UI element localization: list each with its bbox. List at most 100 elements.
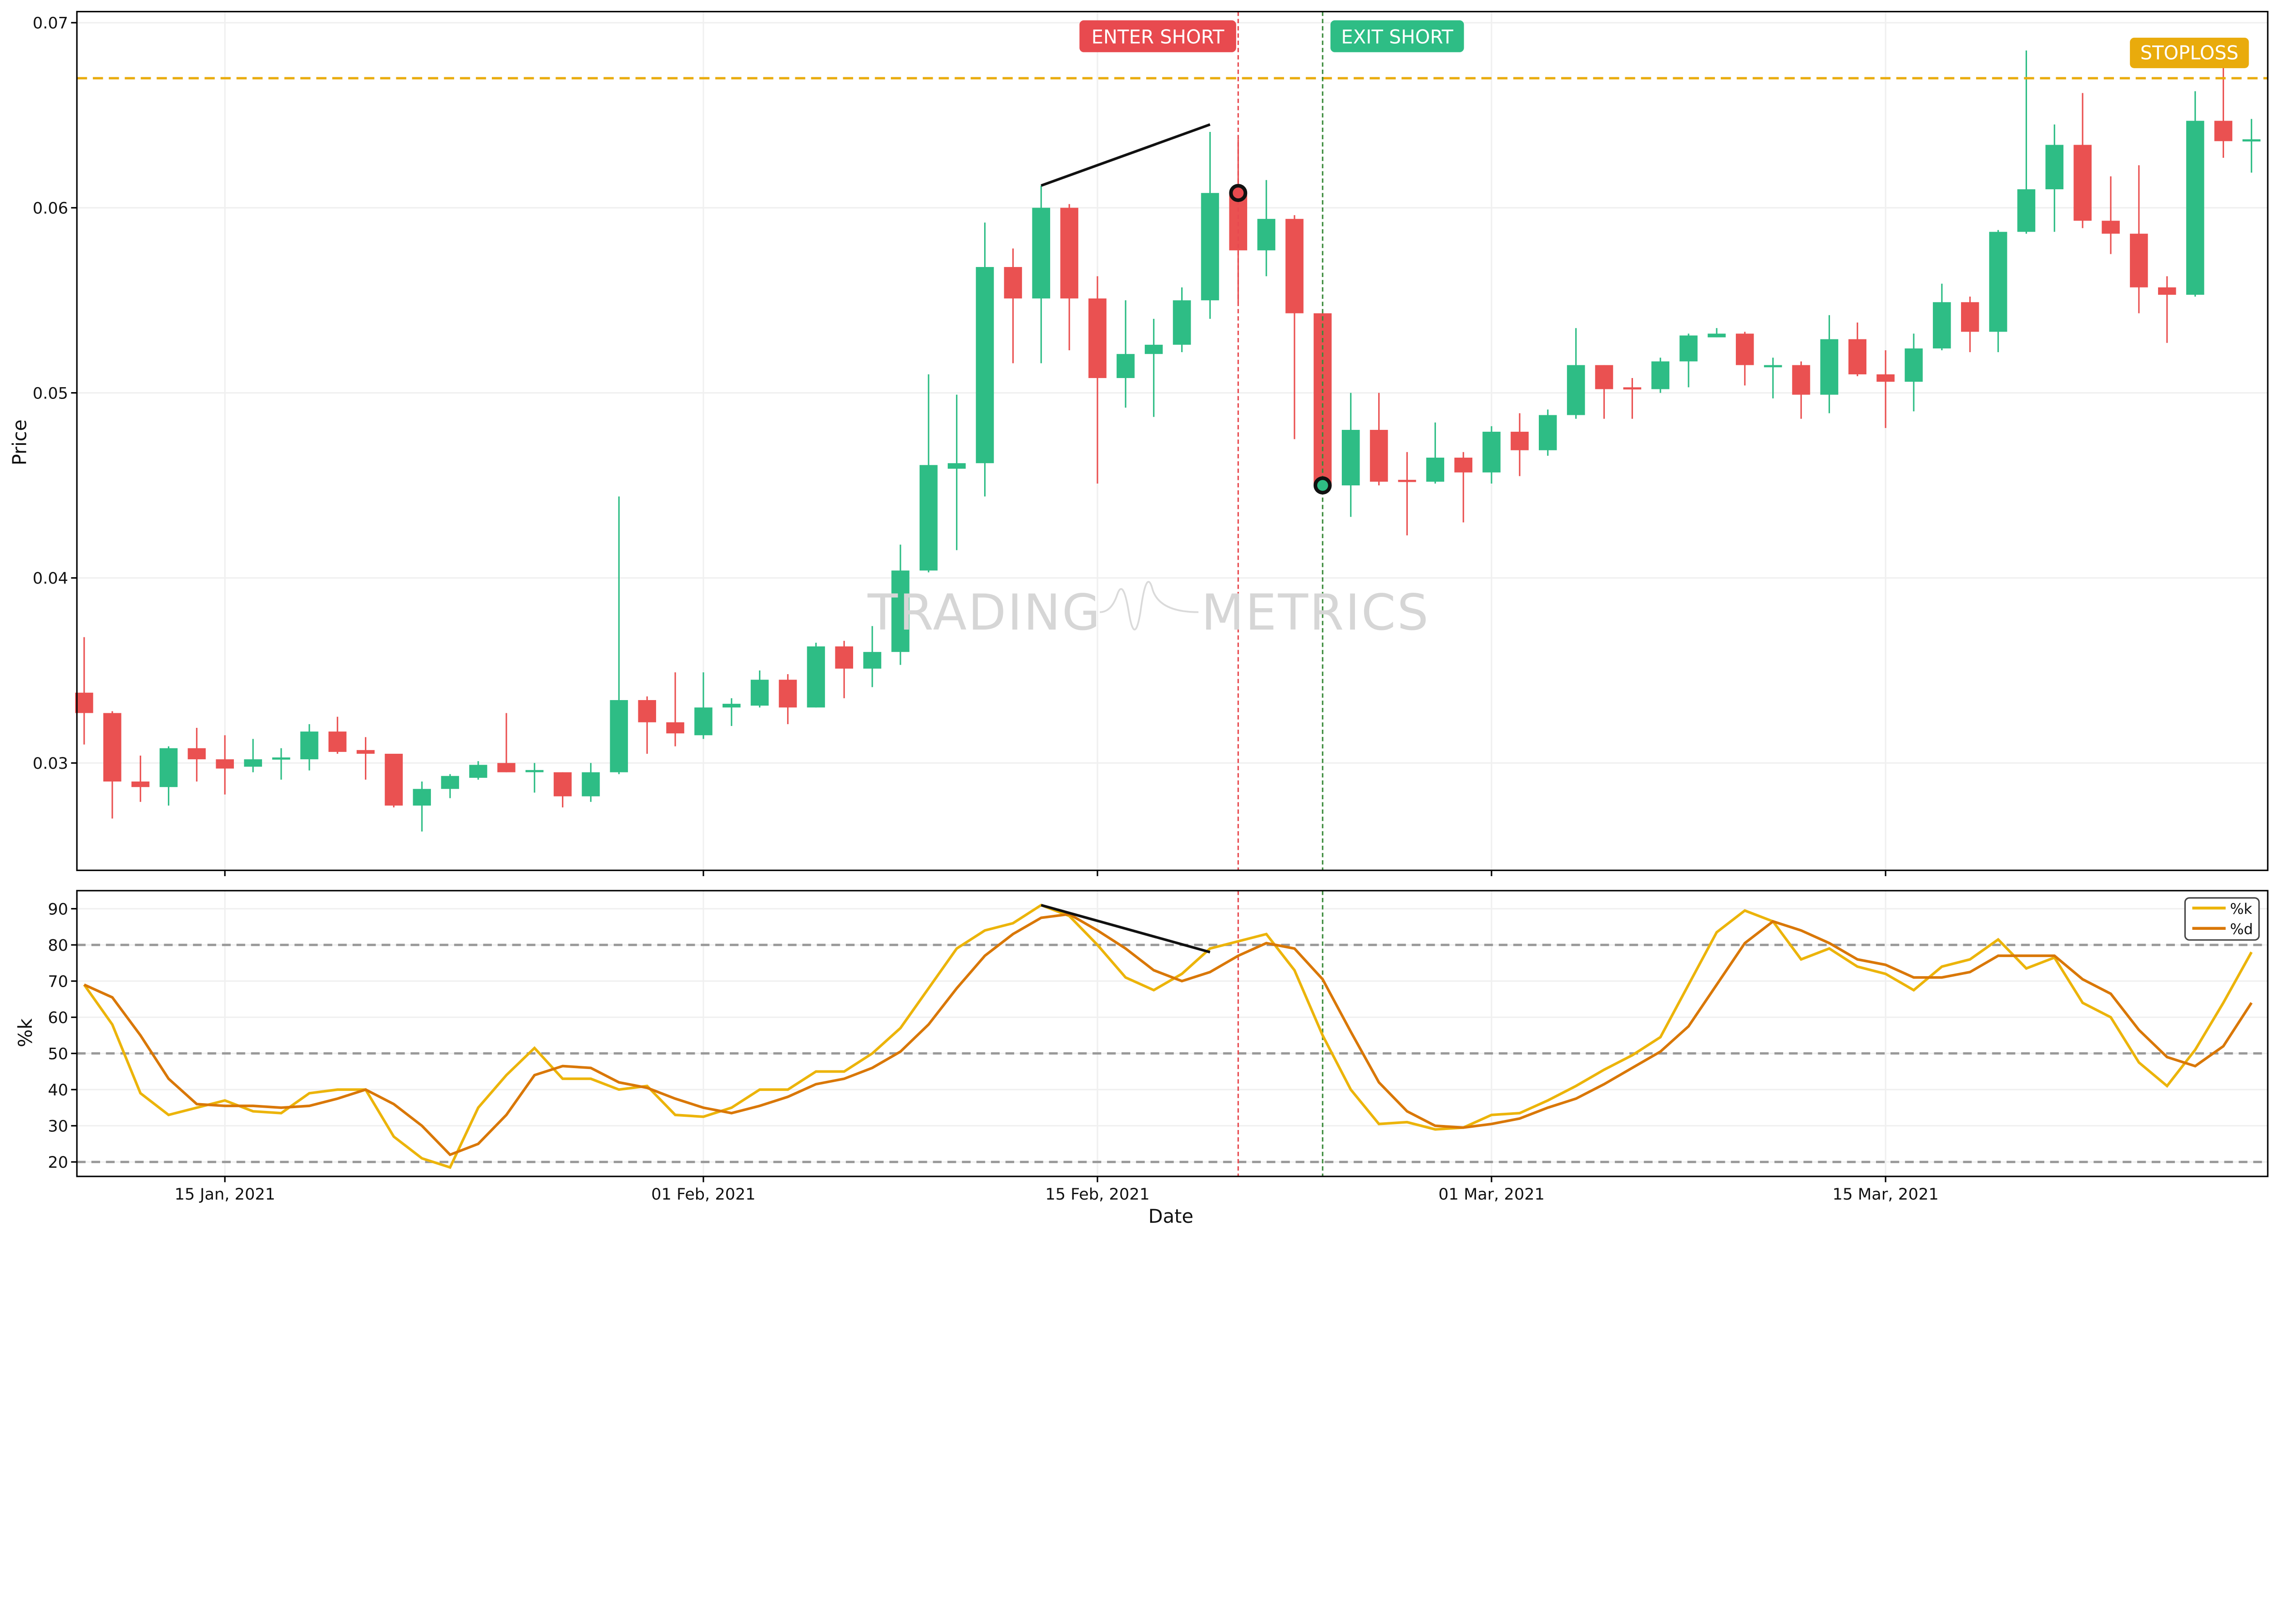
candle-2021-03-27	[2214, 60, 2233, 158]
stoch-y-tick-label: 90	[48, 900, 68, 918]
candle-2021-02-14	[1060, 204, 1078, 351]
stoch-plot-frame	[76, 890, 2269, 1177]
x-axis-label: Date	[1148, 1205, 1193, 1227]
price-y-tick-label: 0.05	[33, 384, 68, 403]
candle-2021-03-13	[1820, 315, 1839, 414]
candle-body	[1792, 365, 1810, 395]
candle-body	[1736, 333, 1754, 365]
candle-2021-01-13	[159, 746, 178, 806]
exit-short-marker	[1313, 476, 1332, 494]
enter-short-marker	[1229, 184, 1248, 202]
x-tick-label: 15 Jan, 2021	[175, 1185, 275, 1204]
candle-2021-01-17	[272, 748, 290, 780]
candle-2021-02-28	[1454, 452, 1472, 523]
candle-2021-03-11	[1764, 358, 1782, 398]
candle-2021-03-21	[2045, 124, 2064, 232]
price-y-tick-label: 0.06	[33, 199, 68, 218]
candle-2021-01-12	[131, 756, 150, 802]
stoch-y-tick-label: 80	[48, 936, 68, 955]
candle-2021-03-04	[1567, 328, 1585, 419]
candle-body	[328, 731, 347, 752]
candle-body	[1144, 344, 1163, 354]
candle-body	[1679, 335, 1698, 362]
candle-body	[666, 722, 684, 734]
candle-2021-02-06	[835, 641, 853, 698]
candle-body	[891, 570, 910, 652]
candle-2021-01-19	[328, 716, 347, 754]
candle-body	[497, 763, 516, 772]
candle-2021-01-27	[553, 772, 572, 807]
legend-label: %k	[2230, 900, 2252, 918]
candle-2021-03-01	[1482, 426, 1501, 484]
exit-short-label: EXIT SHORT	[1341, 26, 1454, 48]
x-tick-label: 15 Feb, 2021	[1045, 1185, 1149, 1204]
stoch-y-tick-label: 20	[48, 1153, 68, 1172]
series-line-d	[83, 913, 2253, 1156]
candle-2021-03-02	[1511, 413, 1529, 476]
candle-body	[244, 759, 262, 767]
candle-body	[1989, 232, 2007, 332]
candle-body	[2073, 145, 2092, 221]
candle-body	[1651, 361, 1669, 389]
candle-body	[413, 789, 431, 806]
candle-2021-01-31	[666, 672, 684, 746]
candle-2021-01-24	[469, 761, 487, 780]
candle-body	[947, 463, 966, 469]
candle-2021-02-17	[1144, 318, 1163, 417]
candle-body	[525, 770, 544, 772]
candle-2021-03-25	[2158, 276, 2176, 343]
candle-body	[1257, 219, 1275, 251]
stoch-y-axis-label: %k	[15, 1019, 36, 1047]
stoch-y-tick-label: 40	[48, 1081, 68, 1099]
candle-body	[807, 646, 825, 708]
candle-body	[1173, 300, 1191, 345]
candle-2021-03-24	[2130, 165, 2148, 313]
candle-body	[1933, 302, 1951, 348]
candle-body	[216, 759, 234, 769]
stochastic-panel: 15 Jan, 2021 01 Feb, 2021 15 Feb, 2021 01 M…	[48, 890, 2269, 1204]
candle-body	[1905, 348, 1923, 382]
candle-body	[1708, 333, 1726, 338]
candle-body	[610, 700, 628, 772]
candle-2021-01-11	[103, 711, 121, 819]
stoch-divergence-line	[1041, 903, 1211, 953]
candle-body	[1961, 302, 1979, 332]
candle-2021-01-25	[497, 713, 516, 772]
candle-body	[300, 731, 318, 760]
candle-2021-02-09	[920, 374, 938, 573]
stoch-y-tick-label: 30	[48, 1117, 68, 1136]
candle-2021-01-14	[187, 727, 206, 782]
candle-2021-02-12	[1004, 248, 1022, 363]
candle-body	[1004, 267, 1022, 299]
candle-body	[356, 750, 375, 754]
candle-2021-03-09	[1708, 328, 1726, 338]
enter-short-badge	[1079, 20, 1236, 52]
candle-2021-02-03	[750, 670, 769, 708]
candle-body	[694, 707, 713, 736]
candle-body	[1117, 354, 1135, 378]
candle-body	[159, 748, 178, 787]
candle-2021-01-21	[384, 753, 403, 807]
candle-body	[1426, 458, 1445, 482]
candle-2021-01-20	[356, 737, 375, 780]
candle-2021-03-07	[1651, 358, 1669, 393]
candle-2021-03-28	[2242, 119, 2261, 173]
candle-2021-03-19	[1989, 230, 2007, 353]
candle-2021-02-19	[1201, 131, 1219, 319]
x-tick-label: 01 Mar, 2021	[1438, 1185, 1544, 1204]
candle-2021-01-15	[216, 735, 234, 795]
candle-2021-02-15	[1088, 276, 1107, 484]
candle-2021-02-24	[1341, 393, 1360, 517]
candle-body	[835, 646, 853, 669]
candle-2021-03-10	[1736, 332, 1754, 386]
price-y-tick-label: 0.03	[33, 754, 68, 773]
candle-2021-01-10	[75, 637, 93, 745]
candle-2021-03-22	[2073, 93, 2092, 228]
candle-2021-01-16	[244, 739, 262, 772]
stoploss-badge	[2130, 37, 2249, 68]
candle-2021-02-05	[807, 642, 825, 708]
candle-2021-02-18	[1173, 287, 1191, 353]
candle-body	[1032, 207, 1051, 299]
stoch-y-tick-label: 50	[48, 1044, 68, 1063]
candle-body	[1060, 207, 1078, 299]
